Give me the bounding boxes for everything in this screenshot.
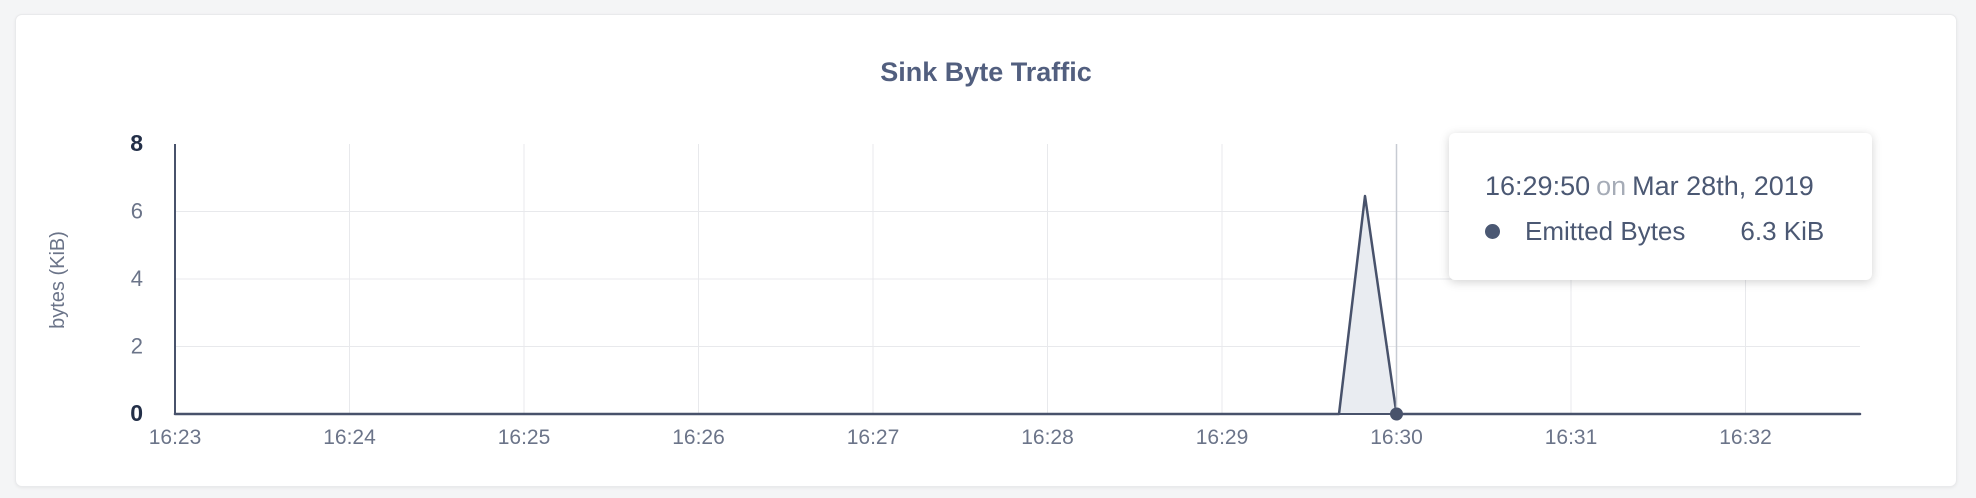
svg-text:16:28: 16:28 (1021, 426, 1074, 449)
svg-text:16:29: 16:29 (1196, 426, 1249, 449)
svg-text:16:24: 16:24 (323, 426, 376, 449)
svg-text:16:32: 16:32 (1719, 426, 1772, 449)
svg-text:6: 6 (131, 199, 143, 224)
svg-text:8: 8 (130, 130, 143, 156)
svg-text:16:31: 16:31 (1545, 426, 1598, 449)
svg-text:16:30: 16:30 (1370, 426, 1423, 449)
svg-text:16:27: 16:27 (847, 426, 900, 449)
svg-text:16:23: 16:23 (149, 426, 202, 449)
svg-text:bytes (KiB): bytes (KiB) (47, 231, 69, 329)
svg-text:2: 2 (131, 334, 143, 359)
svg-text:16:25: 16:25 (498, 426, 551, 449)
svg-text:4: 4 (131, 266, 143, 291)
svg-text:0: 0 (130, 400, 143, 426)
svg-text:16:26: 16:26 (672, 426, 725, 449)
